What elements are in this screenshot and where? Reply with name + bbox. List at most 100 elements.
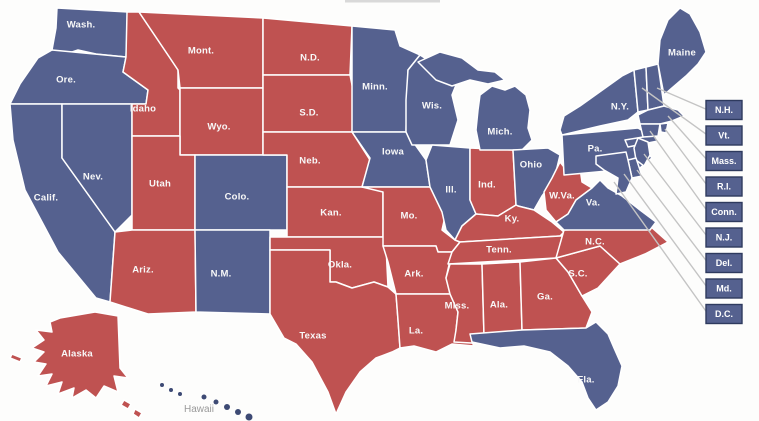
leader-line-md (623, 173, 709, 289)
callout-label-ri: R.I. (717, 181, 731, 191)
state-label-ny: N.Y. (611, 102, 629, 113)
state-alaska (9, 353, 23, 363)
state-label-kan: Kan. (320, 208, 341, 219)
leader-lines-layer (613, 87, 709, 315)
leader-line-del (636, 169, 709, 264)
callout-label-vt: Vt. (718, 130, 730, 140)
callout-box-dc (705, 303, 743, 325)
callout-boxes-layer: N.H. Vt. Mass. R.I. Conn. N.J. Del. Md. D.C. (705, 99, 743, 325)
callout-label-del: Del. (716, 258, 733, 268)
state-label-utah: Utah (149, 179, 171, 190)
state-label-texas: Texas (299, 331, 326, 342)
state-label-miss: Miss. (445, 301, 470, 312)
state-nc (555, 225, 669, 265)
state-hawaii (235, 409, 241, 415)
state-label-neb: Neb. (299, 156, 320, 167)
state-mich (417, 51, 506, 87)
state-label-alaska: Alaska (61, 349, 93, 360)
state-label-fla: Fla. (577, 375, 594, 386)
callout-label-dc: D.C. (715, 309, 733, 319)
state-label-ala: Ala. (490, 300, 508, 311)
state-alaska (120, 399, 132, 410)
state-label-tenn: Tenn. (486, 245, 512, 256)
state-va (555, 179, 657, 231)
state-maine (657, 7, 707, 96)
state-label-wyo: Wyo. (207, 122, 230, 133)
leader-line-mass (667, 115, 709, 162)
state-label-wis: Wis. (422, 101, 442, 112)
state-hawaii (224, 404, 230, 410)
leader-line-nh (656, 87, 709, 111)
state-nm (194, 229, 271, 315)
state-label-ky: Ky. (505, 214, 520, 225)
state-label-la: La. (409, 326, 423, 337)
state-label-nd: N.D. (300, 53, 320, 64)
state-hawaii (245, 413, 253, 421)
callout-label-nh: N.H. (715, 105, 733, 115)
state-nd (262, 17, 353, 76)
leader-line-conn (649, 130, 709, 213)
state-labels-layer: Wash. Ore. Calif. Nev. Idaho Mont. Wyo. Utah Col… (34, 20, 696, 415)
callout-label-mass: Mass. (711, 156, 736, 166)
callout-box-nh (705, 99, 743, 121)
state-label-mich: Mich. (487, 127, 512, 138)
state-nj (633, 137, 651, 167)
state-label-ohio: Ohio (520, 160, 542, 171)
callout-label-md: Md. (716, 283, 732, 293)
states-layer (9, 7, 707, 421)
callout-box-nj (705, 227, 743, 248)
state-label-minn: Minn. (362, 82, 388, 93)
state-conn (639, 123, 661, 138)
callout-box-md (705, 278, 743, 299)
state-hawaii (178, 392, 182, 396)
state-mich (475, 85, 533, 151)
cropped-title-remnant (345, 0, 440, 3)
leader-line-dc (613, 181, 709, 315)
state-sd (262, 74, 356, 133)
callout-label-conn: Conn. (711, 207, 737, 217)
state-label-nm: N.M. (211, 269, 232, 280)
state-label-ill: Ill. (445, 185, 456, 196)
state-label-wash: Wash. (67, 20, 96, 31)
leader-line-vt (641, 87, 709, 137)
state-hawaii (160, 383, 164, 387)
state-hawaii (169, 388, 173, 392)
callout-box-conn (705, 201, 743, 223)
state-label-sd: S.D. (299, 108, 318, 119)
state-label-iowa: Iowa (382, 147, 404, 158)
state-label-idaho: Idaho (130, 104, 156, 115)
state-label-ga: Ga. (537, 292, 553, 303)
state-label-okla: Okla. (328, 260, 352, 271)
state-alaska (31, 311, 129, 399)
state-label-colo: Colo. (225, 192, 250, 203)
state-texas (269, 249, 401, 415)
state-label-ore: Ore. (56, 75, 76, 86)
state-label-nev: Nev. (83, 172, 103, 183)
state-wash (51, 7, 129, 58)
state-hawaii (213, 399, 219, 405)
state-nev (61, 103, 133, 233)
state-label-ariz: Ariz. (132, 265, 154, 276)
state-hawaii (201, 394, 207, 400)
leader-line-ri (664, 128, 709, 187)
state-label-wva: W.Va. (549, 191, 575, 202)
state-label-maine: Maine (668, 48, 696, 59)
state-label-sc: S.C. (568, 269, 587, 280)
state-label-va: Va. (586, 198, 600, 209)
hawaii-label: Hawaii (184, 404, 214, 415)
state-label-ind: Ind. (478, 180, 496, 191)
state-label-calif: Calif. (34, 193, 58, 204)
state-alaska (132, 408, 143, 419)
state-ny (559, 69, 639, 136)
state-label-mont: Mont. (188, 46, 214, 57)
state-fla (469, 321, 623, 411)
callout-box-vt (705, 125, 743, 146)
callout-box-del (705, 252, 743, 274)
callout-box-ri (705, 176, 743, 197)
state-label-pa: Pa. (588, 144, 603, 155)
state-label-mo: Mo. (401, 211, 418, 222)
callout-box-mass (705, 150, 743, 172)
state-label-ark: Ark. (404, 269, 423, 280)
